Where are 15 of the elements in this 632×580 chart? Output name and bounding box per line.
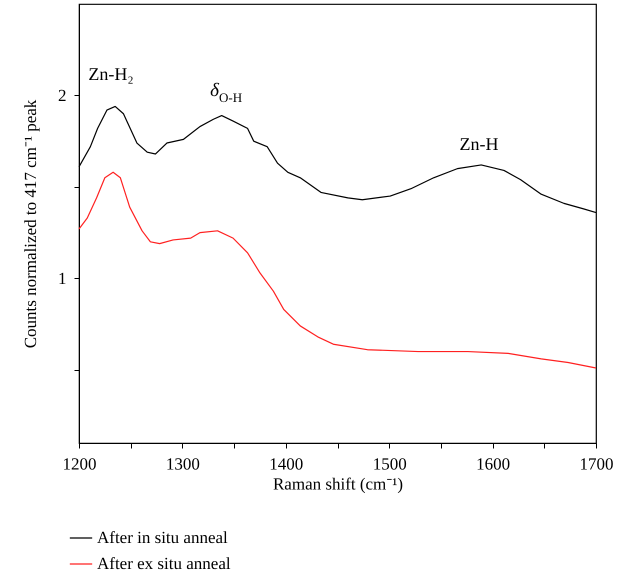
annotation: Zn-H <box>460 134 498 154</box>
annotation: Zn-H₂ <box>88 64 134 84</box>
x-tick-label: 1400 <box>269 454 304 474</box>
x-tick-label: 1600 <box>476 454 510 474</box>
x-tick-label: 1700 <box>580 454 614 474</box>
line-series <box>78 172 597 369</box>
legend-label: After in situ anneal <box>97 528 228 547</box>
x-axis-title: Raman shift (cm⁻¹) <box>272 474 404 494</box>
x-tick-label: 1300 <box>166 454 200 474</box>
y-tick-label: 1 <box>58 268 66 288</box>
y-tick-label: 2 <box>58 86 66 105</box>
x-tick-label: 1500 <box>372 454 407 474</box>
x-tick-label: 1200 <box>62 454 96 474</box>
legend-label: After ex situ anneal <box>97 554 231 573</box>
y-axis-title: Counts normalized to 417 cm⁻¹ peak <box>21 99 40 348</box>
